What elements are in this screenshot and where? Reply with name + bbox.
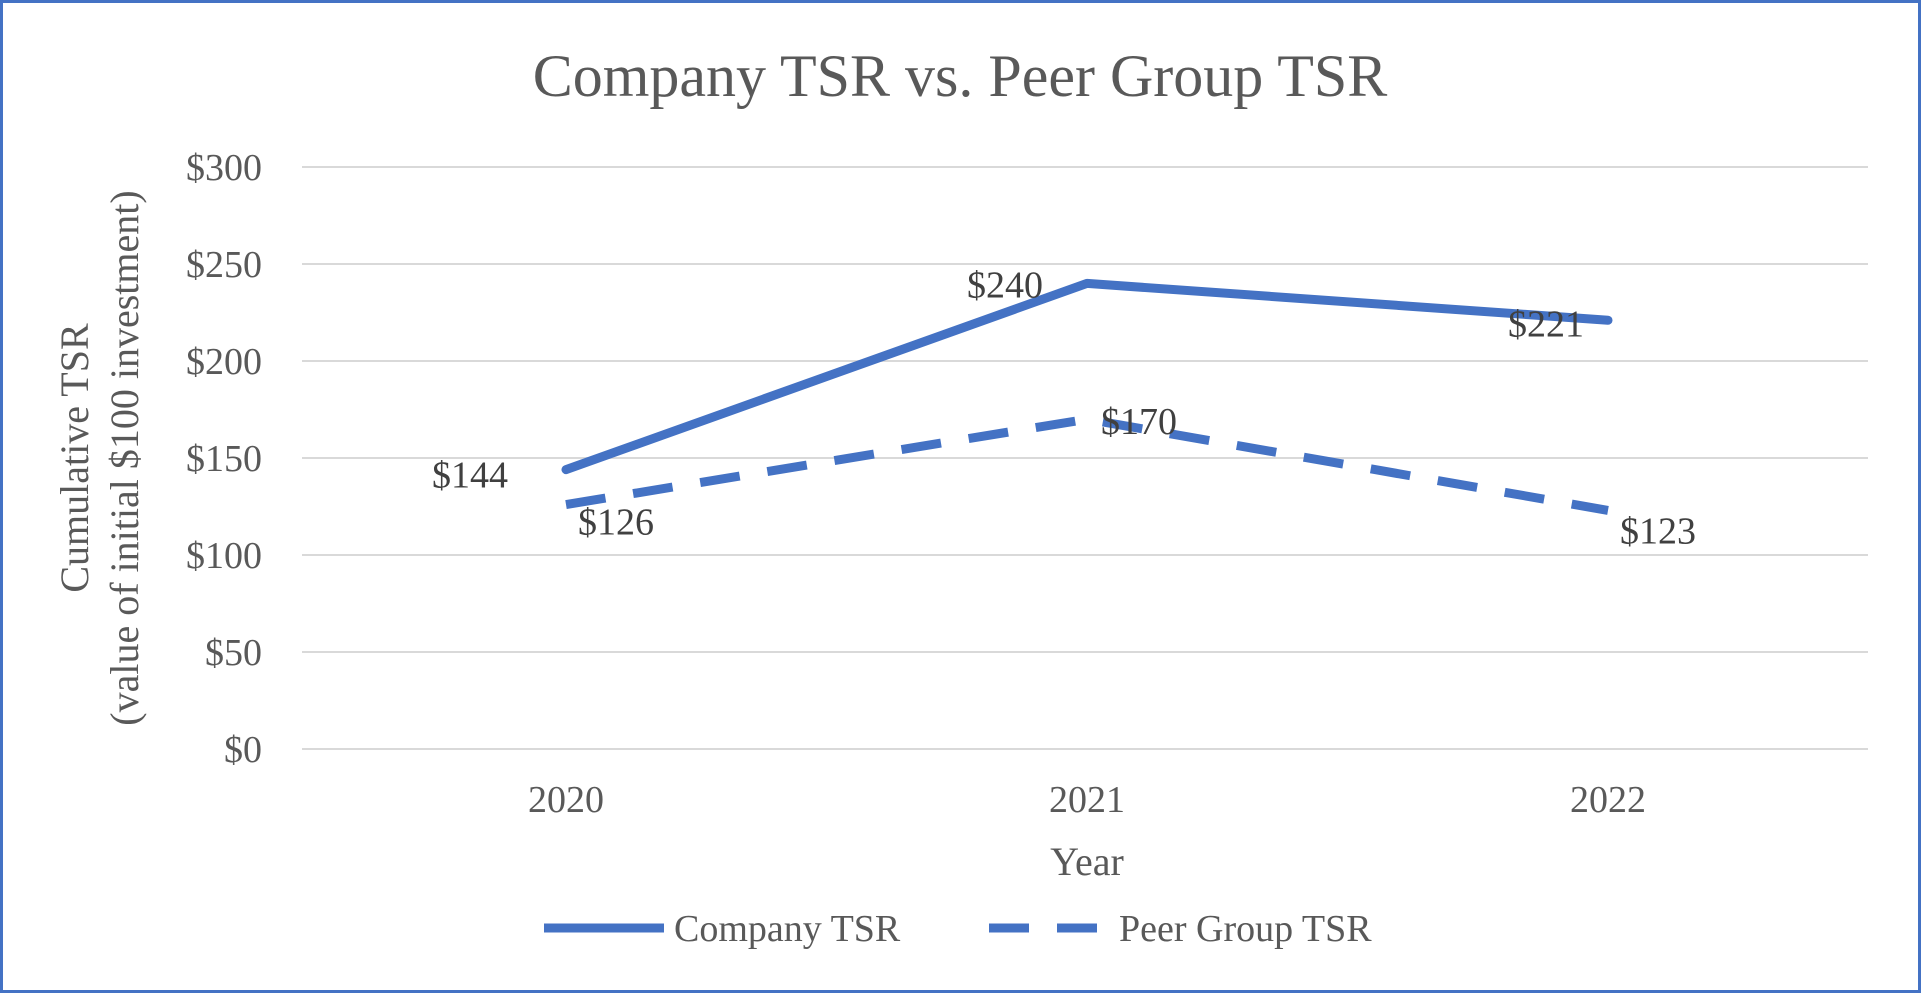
- company-data-label: $221: [1508, 303, 1584, 345]
- y-tick-label: $200: [186, 341, 262, 383]
- peer-data-label: $170: [1101, 401, 1177, 443]
- x-tick-label: 2021: [1049, 779, 1125, 821]
- company-data-label: $144: [432, 455, 508, 497]
- y-axis-label-line2: (value of initial $100 investment): [102, 190, 147, 725]
- chart-title: Company TSR vs. Peer Group TSR: [533, 43, 1388, 109]
- peer-legend-label: Peer Group TSR: [1119, 908, 1372, 950]
- x-axis-tick-labels: 2020 2021 2022: [528, 779, 1646, 821]
- y-axis-label-line1: Cumulative TSR: [52, 323, 97, 593]
- y-tick-label: $150: [186, 438, 262, 480]
- company-data-label: $240: [967, 264, 1043, 306]
- x-tick-label: 2022: [1570, 779, 1646, 821]
- gridlines: [302, 166, 1868, 750]
- y-tick-label: $0: [224, 729, 262, 771]
- x-axis-label: Year: [1050, 839, 1124, 884]
- data-labels: $144 $240 $221 $126 $170 $123: [432, 264, 1696, 552]
- y-tick-label: $100: [186, 535, 262, 577]
- y-tick-label: $250: [186, 244, 262, 286]
- company-legend-label: Company TSR: [674, 908, 901, 950]
- peer-group-tsr-line: [565, 414, 1609, 515]
- peer-data-label: $126: [578, 502, 654, 544]
- y-axis-tick-labels: $0 $50 $100 $150 $200 $250 $300: [186, 147, 262, 771]
- legend: Company TSR Peer Group TSR: [544, 908, 1372, 950]
- company-tsr-line: [561, 278, 1613, 475]
- x-tick-label: 2020: [528, 779, 604, 821]
- peer-data-label: $123: [1620, 510, 1696, 552]
- y-tick-label: $50: [205, 632, 262, 674]
- y-tick-label: $300: [186, 147, 262, 189]
- series-lines: [561, 278, 1613, 515]
